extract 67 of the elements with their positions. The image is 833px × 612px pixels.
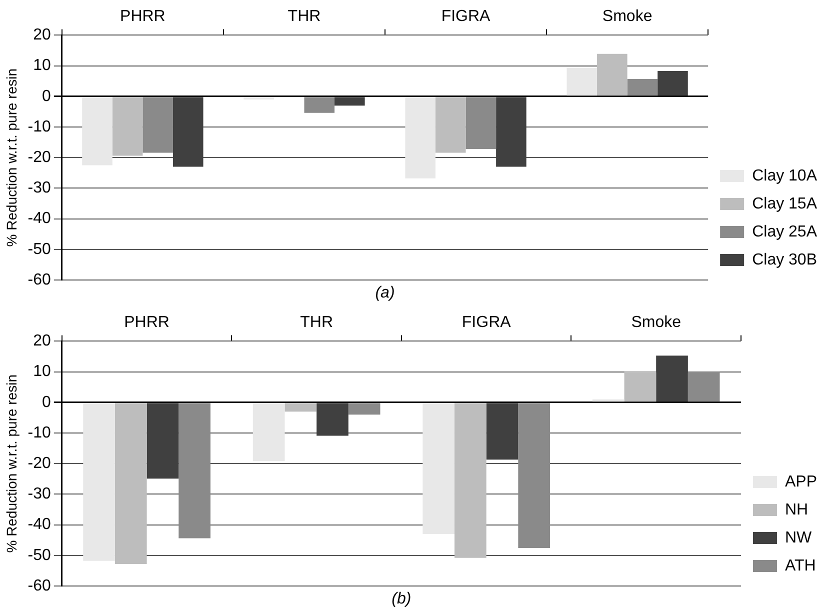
legend-label: Clay 25A xyxy=(752,223,818,240)
x-tick-label: Smoke xyxy=(631,314,682,332)
x-tick-label: FIGRA xyxy=(441,8,491,26)
y-tick-label: 10 xyxy=(33,363,52,380)
bar xyxy=(83,403,115,561)
legend-label: Clay 10A xyxy=(752,167,818,184)
x-axis-title: (a) xyxy=(375,284,395,302)
y-tick-label: 10 xyxy=(33,57,52,74)
y-tick-label: -60 xyxy=(28,271,52,288)
bar xyxy=(334,97,365,106)
x-tick-label: PHRR xyxy=(124,314,170,332)
x-tick-label: FIGRA xyxy=(462,314,512,332)
bar xyxy=(597,54,628,96)
y-axis-title: % Reduction w.r.t. pure resin xyxy=(3,374,20,553)
bar xyxy=(466,97,496,150)
bar xyxy=(422,403,455,534)
legend-label: NH xyxy=(784,501,808,518)
bar xyxy=(284,403,317,412)
bar xyxy=(348,403,380,415)
x-tick-label: PHRR xyxy=(120,8,166,26)
bar xyxy=(656,356,688,402)
y-tick-label: 20 xyxy=(33,26,52,44)
bar xyxy=(82,97,112,166)
bar xyxy=(518,403,550,548)
y-tick-label: -50 xyxy=(28,546,52,564)
y-tick-label: -10 xyxy=(28,424,52,442)
y-tick-label: 20 xyxy=(33,332,52,350)
y-tick-label: 0 xyxy=(42,88,52,105)
legend-label: Clay 15A xyxy=(752,195,818,212)
x-tick-label: Smoke xyxy=(602,8,652,26)
bar xyxy=(688,372,720,402)
bar xyxy=(454,403,486,558)
y-axis-title: % Reduction w.r.t. pure resin xyxy=(3,68,20,247)
y-tick-label: -10 xyxy=(28,118,52,136)
bar xyxy=(624,372,656,402)
x-axis-title: (b) xyxy=(392,590,412,608)
legend-label: Clay 30B xyxy=(752,251,817,268)
y-tick-label: -40 xyxy=(28,210,52,228)
x-tick-label: THR xyxy=(300,314,334,332)
bar xyxy=(114,403,147,564)
y-tick-label: 0 xyxy=(42,394,52,411)
bar xyxy=(172,97,204,167)
bar xyxy=(627,78,658,96)
y-tick-label: -50 xyxy=(28,240,52,258)
legend-label: APP xyxy=(784,473,817,490)
y-tick-label: -30 xyxy=(28,180,52,197)
bar xyxy=(486,403,518,460)
y-tick-label: -60 xyxy=(28,577,52,594)
bar xyxy=(178,403,210,538)
legend-label: NW xyxy=(784,529,813,546)
bar xyxy=(112,97,143,156)
bar xyxy=(405,97,436,178)
bar xyxy=(142,97,173,153)
bar xyxy=(658,71,688,96)
bar xyxy=(496,97,526,167)
bar xyxy=(304,97,335,113)
bar xyxy=(435,97,466,153)
bar xyxy=(316,403,348,436)
x-tick-label: THR xyxy=(288,8,321,26)
bar xyxy=(252,403,285,462)
y-tick-label: -20 xyxy=(28,149,52,166)
y-tick-label: -20 xyxy=(28,455,52,472)
y-tick-label: -30 xyxy=(28,486,52,503)
bar xyxy=(566,68,598,96)
y-tick-label: -40 xyxy=(28,516,52,534)
bar xyxy=(146,403,179,479)
legend-label: ATH xyxy=(784,557,816,574)
